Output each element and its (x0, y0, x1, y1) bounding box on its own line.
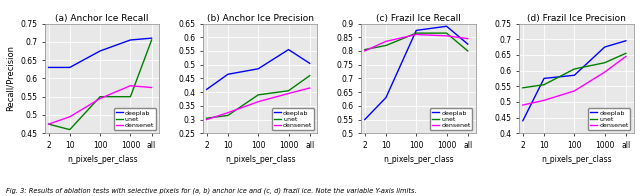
X-axis label: n_pixels_per_class: n_pixels_per_class (383, 155, 454, 164)
Y-axis label: Recall/Precision: Recall/Precision (6, 45, 15, 111)
X-axis label: n_pixels_per_class: n_pixels_per_class (541, 155, 612, 164)
X-axis label: n_pixels_per_class: n_pixels_per_class (67, 155, 138, 164)
Title: (d) Frazil Ice Precision: (d) Frazil Ice Precision (527, 14, 626, 23)
Legend: deeplab, unet, densenet: deeplab, unet, densenet (430, 108, 472, 130)
Title: (b) Anchor Ice Precision: (b) Anchor Ice Precision (207, 14, 314, 23)
Title: (c) Frazil Ice Recall: (c) Frazil Ice Recall (376, 14, 461, 23)
Title: (a) Anchor Ice Recall: (a) Anchor Ice Recall (55, 14, 149, 23)
X-axis label: n_pixels_per_class: n_pixels_per_class (225, 155, 296, 164)
Legend: deeplab, unet, densenet: deeplab, unet, densenet (588, 108, 630, 130)
Legend: deeplab, unet, densenet: deeplab, unet, densenet (272, 108, 314, 130)
Text: Fig. 3: Results of ablation tests with selective pixels for (a, b) anchor ice an: Fig. 3: Results of ablation tests with s… (6, 187, 417, 194)
Legend: deeplab, unet, densenet: deeplab, unet, densenet (114, 108, 156, 130)
